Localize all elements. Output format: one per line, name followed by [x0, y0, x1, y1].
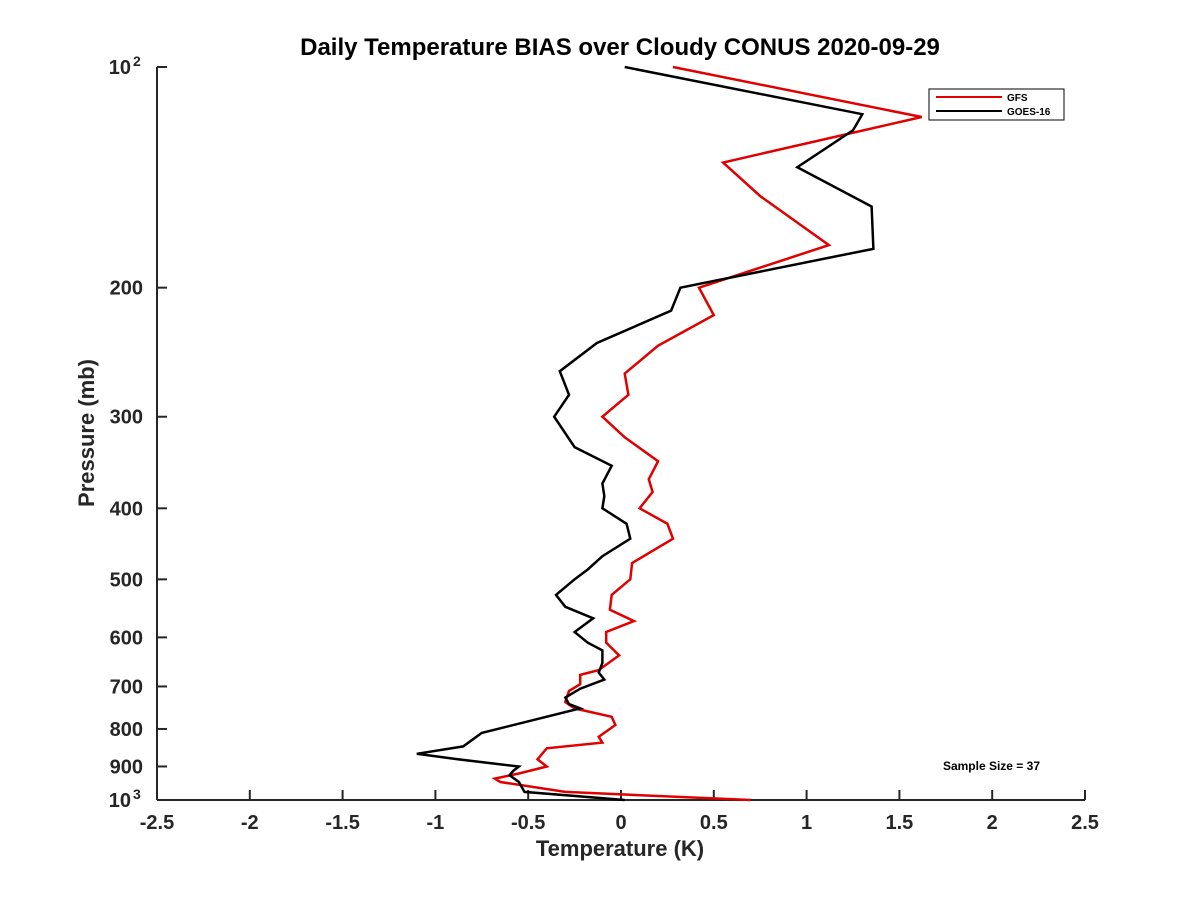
- x-tick-label: -2.5: [140, 812, 174, 834]
- y-tick-label: 500: [110, 569, 143, 591]
- y-tick-exponent: 3: [133, 786, 141, 802]
- x-tick-label: -0.5: [511, 812, 545, 834]
- chart-title: Daily Temperature BIAS over Cloudy CONUS…: [300, 34, 940, 61]
- x-tick-label: 1.5: [885, 812, 913, 834]
- legend-label: GFS: [1007, 93, 1028, 104]
- x-tick-label: 1: [801, 812, 812, 834]
- series-line-goes-16: [416, 65, 875, 802]
- y-tick-label: 900: [110, 756, 143, 778]
- series-layer: [416, 65, 922, 802]
- x-tick-label: -1: [427, 812, 445, 834]
- x-axis-ticks: -2.5 -2 -1.5 -1 -0.5 0 0.5 1 1.5 2 2.5: [140, 790, 1099, 834]
- x-tick-label: -1.5: [325, 812, 359, 834]
- x-axis-label: Temperature (K): [536, 836, 704, 861]
- x-tick-label: 2.5: [1071, 812, 1099, 834]
- series-line-gfs: [491, 65, 922, 802]
- legend-box: [928, 88, 1065, 121]
- y-tick-label: 800: [110, 719, 143, 741]
- x-tick-label: 2: [987, 812, 998, 834]
- y-tick-label: 200: [110, 278, 143, 300]
- x-tick-label: -2: [241, 812, 259, 834]
- y-tick-label: 400: [110, 498, 143, 520]
- y-tick-label: 600: [110, 627, 143, 649]
- y-tick-exponent: 2: [133, 53, 141, 69]
- x-tick-label: 0.5: [700, 812, 728, 834]
- sample-size-annotation: Sample Size = 37: [943, 759, 1040, 773]
- y-axis-label: Pressure (mb): [74, 359, 99, 507]
- legend-label: GOES-16: [1007, 107, 1051, 118]
- y-tick-label: 700: [110, 676, 143, 698]
- y-tick-label: 10: [109, 790, 131, 812]
- legend: GFS GOES-16: [928, 88, 1065, 121]
- x-tick-label: 0: [615, 812, 626, 834]
- y-tick-label: 300: [110, 407, 143, 429]
- y-tick-label: 10: [109, 57, 131, 79]
